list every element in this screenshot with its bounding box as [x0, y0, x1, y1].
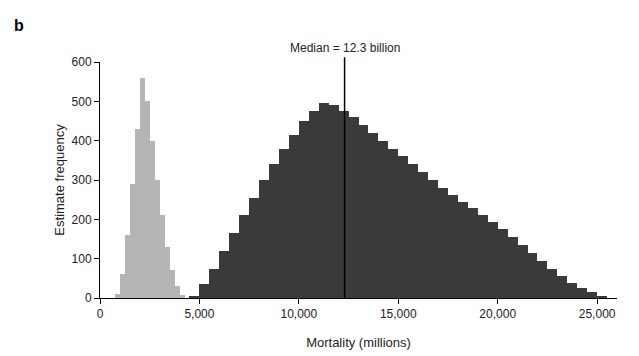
svg-text:100: 100 [72, 252, 92, 266]
svg-text:Mortality (millions): Mortality (millions) [306, 335, 411, 350]
svg-text:25,000: 25,000 [579, 307, 616, 321]
svg-text:10,000: 10,000 [280, 307, 317, 321]
svg-text:20,000: 20,000 [479, 307, 516, 321]
svg-text:600: 600 [72, 55, 92, 69]
svg-text:0: 0 [97, 307, 104, 321]
svg-text:400: 400 [72, 134, 92, 148]
svg-text:Median = 12.3 billion: Median = 12.3 billion [290, 41, 400, 55]
svg-text:500: 500 [72, 95, 92, 109]
svg-text:300: 300 [72, 173, 92, 187]
svg-text:b: b [14, 17, 24, 34]
svg-text:0: 0 [85, 291, 92, 305]
svg-text:15,000: 15,000 [380, 307, 417, 321]
svg-text:5,000: 5,000 [184, 307, 214, 321]
svg-text:200: 200 [72, 213, 92, 227]
svg-text:Estimate frequency: Estimate frequency [52, 124, 67, 236]
